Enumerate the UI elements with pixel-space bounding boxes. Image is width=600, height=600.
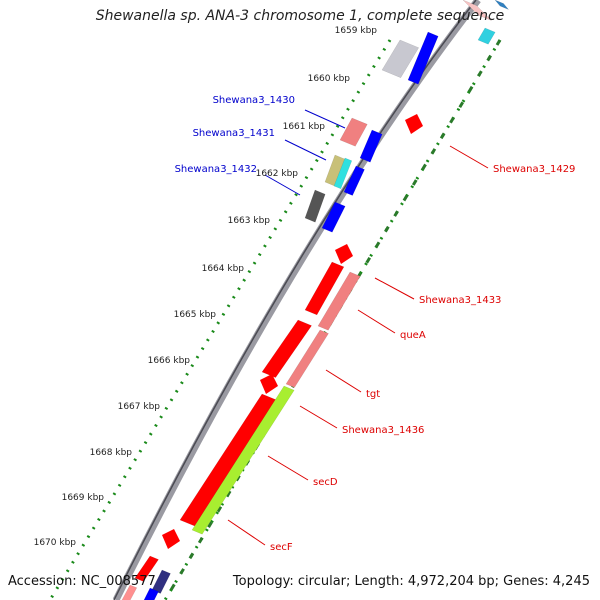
blue-cds-top [494, 0, 509, 10]
gene-label-left: Shewana3_1432 [175, 164, 257, 175]
backbone-line [112, 0, 481, 600]
skew-tick [207, 521, 213, 528]
skew-tick [477, 70, 483, 77]
kbp-tick-label: 1662 kbp [256, 169, 299, 179]
reverse-cds-secd [179, 393, 278, 527]
gene-label-right: Shewana3_1433 [419, 295, 501, 306]
kbp-tick-label: 1666 kbp [148, 356, 191, 366]
reverse-cds-1433-body [304, 261, 345, 316]
kbp-tick-label: 1663 kbp [228, 216, 271, 226]
skew-tick [458, 101, 465, 108]
skew-tick [402, 194, 409, 202]
gene-label-right: Shewana3_1436 [342, 425, 424, 436]
gene-label-right: tgt [366, 389, 380, 400]
gene-label-right: Shewana3_1429 [493, 164, 575, 175]
skew-tick [411, 179, 418, 186]
gene-label-right: secD [313, 477, 338, 488]
kbp-tick-label: 1660 kbp [308, 74, 351, 84]
reverse-cds-quea [261, 319, 312, 378]
kbp-tick-label: 1664 kbp [202, 264, 245, 274]
skew-tick [439, 132, 446, 140]
leader-line-right [299, 405, 338, 429]
topology-text: Topology: circular; Length: 4,972,204 bp… [232, 574, 590, 589]
forward-cds-1659 [407, 31, 439, 85]
forward-cds-bottom [143, 587, 159, 600]
leader-line-left [284, 139, 327, 161]
kbp-tick-label: 1661 kbp [283, 122, 326, 132]
forward-cds-1432 [321, 201, 346, 233]
accession-text: Accession: NC_008577 [8, 574, 156, 589]
dark-gray-cds-1432 [304, 189, 326, 223]
skew-tick [374, 241, 381, 248]
kbp-tick-label: 1659 kbp [335, 26, 378, 36]
light-red-cds-1430 [339, 117, 368, 147]
leader-line-right [325, 369, 362, 393]
chromosome-backbone [112, 0, 481, 600]
navy-cds-bottom [151, 569, 171, 594]
reverse-cds-tgt-end [260, 374, 278, 394]
gene-label-right: secF [270, 542, 293, 553]
forward-cds-1431b [343, 165, 365, 196]
leader-line-right [449, 145, 489, 169]
skew-tick [197, 537, 204, 544]
forward-cds-1430 [359, 129, 383, 163]
light-red-cds-quea [317, 271, 361, 331]
kbp-tick-label: 1669 kbp [62, 493, 105, 503]
leader-line-right [267, 455, 309, 481]
gene-label-left: Shewana3_1431 [193, 128, 275, 139]
gc-skew-dots [48, 39, 502, 600]
cyan-cds-1431 [333, 157, 353, 190]
reverse-cds-bottom [134, 555, 159, 582]
skew-tick [495, 39, 502, 46]
skew-tick [486, 54, 492, 62]
kbp-tick-label: 1668 kbp [90, 448, 133, 458]
skew-tick [430, 148, 437, 155]
pink-cds-bottom [121, 584, 138, 600]
leader-line-right [357, 309, 396, 334]
skew-tick [393, 210, 399, 217]
skew-tick [188, 552, 195, 560]
leader-line-right [227, 519, 266, 546]
light-red-cds-top [462, 0, 492, 21]
gene-label-right: queA [400, 330, 426, 341]
skew-tick [365, 257, 372, 264]
dotted-guide-0 [48, 39, 392, 600]
skew-tick [216, 505, 223, 513]
skew-tick [170, 583, 176, 591]
backbone-edge [113, 0, 477, 600]
skew-tick [421, 163, 427, 171]
cyan-cds-top [477, 27, 496, 45]
reverse-cds-secf [162, 529, 180, 549]
kbp-tick-label: 1667 kbp [118, 402, 161, 412]
map-labels: 1659 kbp 1660 kbp 1661 kbp 1662 kbp 1663 kbp… [34, 26, 576, 553]
skew-tick [449, 117, 455, 124]
kbp-tick-label: 1665 kbp [174, 310, 217, 320]
leader-line-right [374, 277, 415, 300]
gene-label-left: Shewana3_1430 [213, 95, 295, 106]
leader-line-left [264, 174, 301, 196]
skew-tick [467, 85, 474, 93]
gray-cds-1659 [381, 39, 420, 79]
reverse-cds-1433 [335, 244, 353, 264]
skew-tick [384, 225, 390, 233]
skew-tick [179, 568, 185, 575]
leader-line-left [304, 109, 346, 129]
map-title: Shewanella sp. ANA-3 chromosome 1, compl… [95, 8, 505, 24]
feature-blocks [121, 0, 509, 600]
lime-cds-1436 [191, 385, 295, 535]
reverse-cds-1429 [405, 114, 423, 134]
kbp-tick-label: 1670 kbp [34, 538, 77, 548]
skew-tick [225, 490, 232, 497]
light-red-cds-tgt [285, 329, 329, 388]
label-leader-lines [227, 109, 489, 546]
